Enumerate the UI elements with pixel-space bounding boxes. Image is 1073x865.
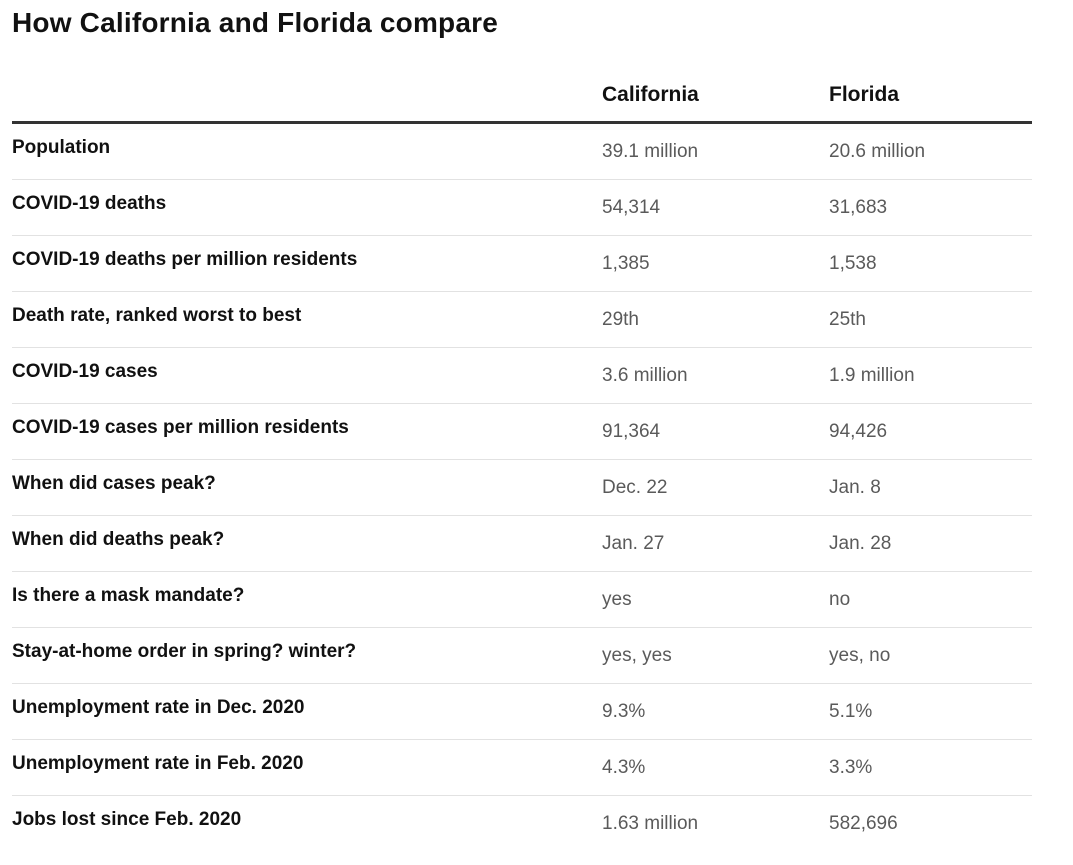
california-value: 91,364: [602, 421, 661, 442]
table-row: Stay-at-home order in spring? winter? yes…: [12, 628, 1032, 684]
table-row: Population 39.1 million 20.6 million: [12, 124, 1032, 180]
table-row: COVID-19 cases per million residents 91,3…: [12, 404, 1032, 460]
california-value: 29th: [602, 309, 639, 330]
table-row: COVID-19 deaths per million residents 1,3…: [12, 236, 1032, 292]
row-label: Stay-at-home order in spring? winter?: [12, 641, 357, 662]
florida-value: 1,538: [829, 253, 877, 274]
row-label: COVID-19 cases per million residents: [12, 417, 349, 438]
table-row: COVID-19 cases 3.6 million 1.9 million: [12, 348, 1032, 404]
california-value: 1.63 million: [602, 813, 699, 834]
california-value: 4.3%: [602, 757, 646, 778]
comparison-table: California Florida Population 39.1 millio…: [12, 66, 1032, 851]
california-value: 1,385: [602, 253, 650, 274]
california-value: 54,314: [602, 197, 661, 218]
table-row: COVID-19 deaths 54,314 31,683: [12, 180, 1032, 236]
table-header-row: California Florida: [12, 66, 1032, 124]
california-value: 9.3%: [602, 701, 646, 722]
florida-value: 5.1%: [829, 701, 873, 722]
table-row: Unemployment rate in Feb. 2020 4.3% 3.3%: [12, 740, 1032, 796]
florida-value: yes, no: [829, 645, 891, 666]
column-header-florida: Florida: [829, 83, 900, 106]
florida-value: no: [829, 589, 851, 610]
row-label: Death rate, ranked worst to best: [12, 305, 302, 326]
florida-value: Jan. 28: [829, 533, 892, 554]
row-label: When did deaths peak?: [12, 529, 225, 550]
row-label: Population: [12, 137, 111, 158]
row-label: Is there a mask mandate?: [12, 585, 245, 606]
florida-value: 31,683: [829, 197, 888, 218]
table-row: Is there a mask mandate? yes no: [12, 572, 1032, 628]
table-body: Population 39.1 million 20.6 million COVID-…: [12, 124, 1032, 851]
table-row: When did deaths peak? Jan. 27 Jan. 28: [12, 516, 1032, 572]
table-title: How California and Florida compare: [12, 7, 498, 38]
florida-value: 3.3%: [829, 757, 873, 778]
florida-value: 94,426: [829, 421, 888, 442]
row-label: When did cases peak?: [12, 473, 216, 494]
florida-value: 1.9 million: [829, 365, 915, 386]
california-value: 3.6 million: [602, 365, 688, 386]
row-label: COVID-19 cases: [12, 361, 158, 382]
california-value: yes, yes: [602, 645, 672, 666]
table-row: Jobs lost since Feb. 2020 1.63 million 582…: [12, 796, 1032, 851]
table-row: Unemployment rate in Dec. 2020 9.3% 5.1%: [12, 684, 1032, 740]
california-value: Jan. 27: [602, 533, 665, 554]
california-value: Dec. 22: [602, 477, 668, 498]
column-header-california: California: [602, 83, 699, 106]
table-row: Death rate, ranked worst to best 29th 25th: [12, 292, 1032, 348]
california-value: 39.1 million: [602, 141, 699, 162]
florida-value: 25th: [829, 309, 866, 330]
row-label: Jobs lost since Feb. 2020: [12, 809, 242, 830]
row-label: COVID-19 deaths: [12, 193, 167, 214]
row-label: COVID-19 deaths per million residents: [12, 249, 358, 270]
florida-value: Jan. 8: [829, 477, 881, 498]
table-row: When did cases peak? Dec. 22 Jan. 8: [12, 460, 1032, 516]
california-value: yes: [602, 589, 632, 610]
florida-value: 20.6 million: [829, 141, 926, 162]
row-label: Unemployment rate in Feb. 2020: [12, 753, 304, 774]
row-label: Unemployment rate in Dec. 2020: [12, 697, 305, 718]
florida-value: 582,696: [829, 813, 898, 834]
